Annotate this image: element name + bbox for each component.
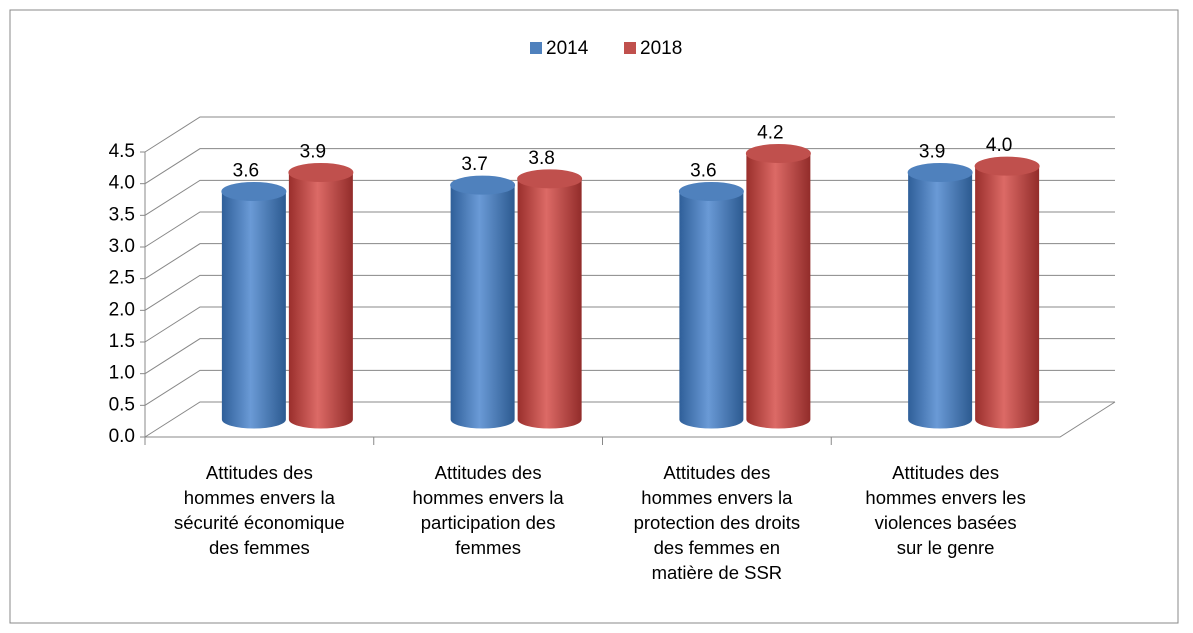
bar-cap xyxy=(517,169,583,189)
bar xyxy=(907,163,973,429)
x-tick-label: Attitudes des hommes envers la participa… xyxy=(412,462,564,558)
legend-swatch xyxy=(530,42,542,54)
legend-swatch xyxy=(624,42,636,54)
value-label: 3.9 xyxy=(300,142,326,163)
bar xyxy=(221,182,287,429)
y-tick-label: 4.5 xyxy=(109,141,135,162)
bar-body xyxy=(746,153,811,429)
y-tick-label: 1.0 xyxy=(109,363,135,384)
bar-cap xyxy=(288,163,354,182)
bar xyxy=(517,169,583,429)
bar-body xyxy=(908,172,973,429)
x-tick-label: Attitudes des hommes envers les violence… xyxy=(865,462,1026,558)
floor xyxy=(145,401,1116,438)
y-tick-label: 4.0 xyxy=(109,173,135,194)
bar-cap xyxy=(745,144,811,163)
bar-body xyxy=(975,166,1040,429)
x-tick-label: Attitudes des hommes envers la protectio… xyxy=(633,462,801,583)
value-label: 3.6 xyxy=(690,161,716,182)
bar xyxy=(974,156,1040,429)
value-label: 3.9 xyxy=(919,142,945,163)
legend-label: 2014 xyxy=(546,38,589,59)
bar-cap xyxy=(678,182,744,201)
bar-body xyxy=(288,172,353,429)
grid-line xyxy=(144,148,1115,185)
value-label: 4.2 xyxy=(757,123,783,144)
y-tick-label: 2.5 xyxy=(109,268,135,289)
value-label: 3.8 xyxy=(528,148,554,169)
y-tick-label: 3.5 xyxy=(109,204,135,225)
chart-frame xyxy=(9,9,1179,624)
bar-cap xyxy=(907,163,973,182)
legend-label: 2018 xyxy=(640,38,682,59)
y-tick-label: 0.5 xyxy=(109,394,135,415)
y-tick-label: 3.0 xyxy=(109,236,135,257)
grid-line xyxy=(144,116,1115,153)
bar-body xyxy=(517,178,582,429)
x-tick-label: Attitudes des hommes envers la sécurité … xyxy=(174,462,345,558)
y-tick-label: 0.0 xyxy=(109,426,135,447)
bar xyxy=(288,163,354,429)
bar xyxy=(678,182,744,429)
bar xyxy=(450,175,516,429)
bar-body xyxy=(450,185,515,429)
bar-body xyxy=(221,191,286,429)
value-label: 3.6 xyxy=(233,161,259,182)
bar-body xyxy=(679,191,744,429)
y-tick-label: 2.0 xyxy=(109,299,135,320)
bar-cap xyxy=(221,182,287,201)
y-tick-label: 1.5 xyxy=(109,331,135,352)
bar-cap xyxy=(974,156,1040,176)
value-label: 3.7 xyxy=(461,154,487,175)
bar xyxy=(745,144,811,429)
value-label: 4.0 xyxy=(986,135,1012,156)
bar-cap xyxy=(450,175,516,195)
